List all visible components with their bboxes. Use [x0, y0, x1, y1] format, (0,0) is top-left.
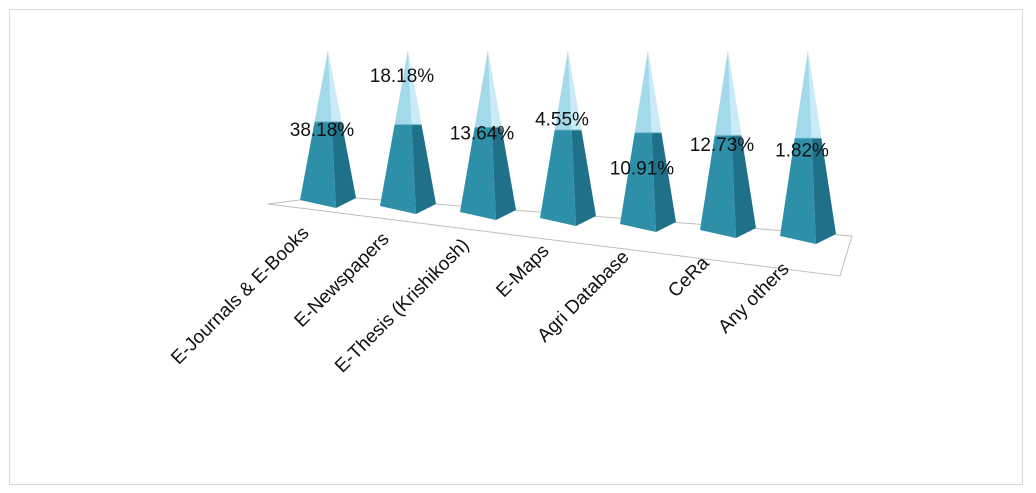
pyramid-face-side [568, 50, 596, 226]
pyramid-face-front [620, 50, 656, 232]
data-label: 1.82% [775, 140, 829, 161]
category-label: Any others [714, 259, 793, 338]
pyramid-bar-chart: 38.18%E-Journals & E-Books18.18%E-Newspa… [167, 50, 853, 377]
pyramid-face-front [460, 50, 496, 220]
pyramid-face-side [648, 50, 676, 232]
pyramid-bar-4 [540, 50, 596, 226]
data-label: 38.18% [290, 120, 355, 141]
data-label: 13.64% [450, 124, 515, 145]
pyramid-face-front [380, 50, 416, 214]
data-label: 18.18% [370, 66, 435, 87]
pyramid-face-front [700, 50, 736, 238]
data-label: 12.73% [690, 135, 755, 156]
pyramid-face-side [488, 50, 516, 220]
pyramid-face-side [408, 50, 436, 214]
category-label: CeRa [664, 252, 714, 302]
pyramid-bar-6 [700, 50, 756, 238]
pyramid-bar-3 [460, 50, 516, 220]
pyramid-bar-5 [620, 50, 676, 232]
category-label: E-Maps [492, 241, 553, 302]
data-label: 10.91% [610, 159, 675, 180]
pyramid-face-side [328, 50, 356, 208]
pyramid-face-front [780, 50, 816, 244]
pyramid-bar-2 [380, 50, 436, 214]
data-label: 4.55% [535, 110, 589, 131]
pyramid-face-side [808, 50, 836, 244]
category-label: E-Journals & E-Books [167, 223, 313, 369]
pyramid-bar-7 [780, 50, 836, 244]
pyramid-face-front [540, 50, 576, 226]
chart-area: 38.18% E-Journals & E-Books 18.18% E-Newspa… [9, 9, 1023, 485]
pyramid-face-front [300, 50, 336, 208]
pyramid-face-side [728, 50, 756, 238]
pyramid-bar-1 [300, 50, 356, 208]
category-label: Agri Database [534, 247, 634, 347]
